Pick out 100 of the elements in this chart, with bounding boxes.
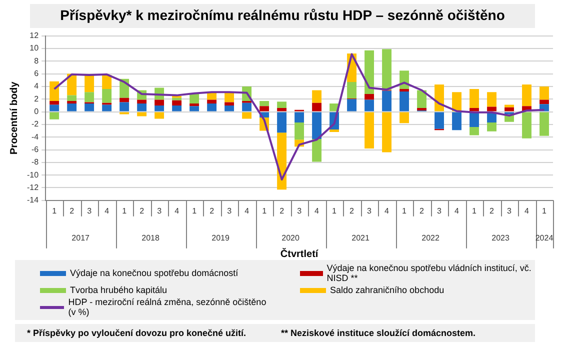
bar bbox=[190, 106, 200, 112]
bar bbox=[207, 92, 217, 100]
x-tick-label: 3 bbox=[297, 206, 302, 216]
text: 2019 bbox=[212, 234, 230, 243]
bar bbox=[364, 50, 374, 94]
bar bbox=[487, 92, 496, 107]
x-tick-label: 1 bbox=[472, 206, 478, 216]
y-tick-label: -8 bbox=[31, 158, 40, 167]
bar bbox=[242, 102, 252, 112]
bar bbox=[294, 112, 304, 123]
bar bbox=[400, 112, 409, 124]
bar bbox=[540, 100, 549, 104]
y-tick-label: 8 bbox=[34, 56, 40, 66]
text: 2021 bbox=[352, 234, 370, 243]
bar bbox=[84, 92, 94, 102]
x-tick-label: 1 bbox=[402, 206, 408, 216]
x-tick-label: 3 bbox=[437, 206, 442, 216]
x-axis-title: Čtvrtletí bbox=[280, 248, 320, 260]
bar bbox=[470, 108, 479, 112]
bar bbox=[452, 92, 462, 112]
bar bbox=[487, 106, 496, 112]
bar bbox=[50, 101, 60, 105]
bar bbox=[364, 112, 374, 148]
bar bbox=[504, 107, 514, 112]
bar bbox=[224, 92, 234, 102]
bar bbox=[277, 132, 287, 190]
bar bbox=[470, 126, 479, 136]
bar bbox=[137, 100, 147, 104]
bar bbox=[50, 104, 60, 112]
x-tick-label: 1 bbox=[332, 206, 338, 216]
bar bbox=[137, 104, 147, 112]
x-tick-label: 4 bbox=[524, 206, 530, 216]
legend-label: HDP - meziroční reálná změna, sezónně očištěno (v %) bbox=[68, 297, 268, 317]
bar bbox=[84, 75, 94, 92]
y-tick-label: 2 bbox=[34, 94, 40, 104]
legend-label: Tvorba hrubého kapitálu bbox=[70, 285, 168, 295]
x-tick-label: 4 bbox=[314, 206, 320, 216]
chart-title: Příspěvky* k meziročnímu reálnému růstu HDP – sezónně očištěno bbox=[30, 4, 535, 28]
x-tick-label: 2 bbox=[490, 206, 495, 216]
x-tick-label: 2 bbox=[70, 206, 75, 216]
bar bbox=[364, 94, 374, 100]
bar bbox=[330, 129, 339, 132]
bar bbox=[50, 81, 60, 102]
bar bbox=[400, 92, 409, 112]
bar bbox=[154, 112, 164, 119]
bar bbox=[102, 75, 112, 89]
bar bbox=[347, 99, 356, 112]
y-tick-label: 12 bbox=[30, 31, 40, 40]
bar bbox=[470, 112, 479, 127]
x-tick-label: 4 bbox=[174, 206, 180, 216]
bar bbox=[294, 122, 304, 140]
bar bbox=[347, 82, 356, 98]
y-tick-label: 0 bbox=[34, 106, 40, 116]
bar bbox=[84, 104, 94, 112]
bar bbox=[382, 112, 392, 152]
x-tick-label: 3 bbox=[507, 206, 512, 216]
x-tick-label: 2 bbox=[420, 206, 425, 216]
bar bbox=[207, 104, 217, 112]
bar bbox=[540, 112, 549, 136]
bar bbox=[260, 101, 270, 106]
text: 2020 bbox=[282, 234, 300, 243]
bar bbox=[312, 102, 322, 112]
x-tick-label: 3 bbox=[87, 206, 92, 216]
bar bbox=[172, 100, 182, 106]
x-tick-label: 1 bbox=[52, 206, 58, 216]
bar bbox=[120, 98, 130, 102]
bar bbox=[470, 88, 479, 108]
y-tick-label: -12 bbox=[27, 182, 40, 192]
x-tick-label: 3 bbox=[227, 206, 232, 216]
text: ** Neziskové instituce sloužící domácnostem. bbox=[281, 328, 477, 338]
bar bbox=[190, 104, 200, 106]
bar bbox=[242, 112, 252, 119]
bar bbox=[172, 98, 182, 100]
x-tick-label: 2 bbox=[350, 206, 355, 216]
bar bbox=[540, 86, 549, 100]
y-tick-label: -10 bbox=[27, 170, 40, 180]
x-tick-label: 4 bbox=[384, 206, 390, 216]
bar bbox=[120, 102, 130, 112]
x-tick-label: 1 bbox=[262, 206, 268, 216]
bar bbox=[382, 90, 392, 112]
bar bbox=[67, 95, 77, 102]
bar bbox=[67, 101, 77, 104]
bar bbox=[190, 93, 200, 104]
x-tick-label: 4 bbox=[104, 206, 110, 216]
bar bbox=[312, 112, 322, 139]
x-tick-label: 2 bbox=[210, 206, 215, 216]
bar bbox=[154, 100, 164, 106]
bar bbox=[364, 100, 374, 112]
bar bbox=[102, 88, 112, 103]
x-tick-label: 1 bbox=[192, 206, 198, 216]
bar bbox=[400, 88, 409, 92]
bar bbox=[504, 104, 514, 108]
bar bbox=[154, 105, 164, 112]
text: 2018 bbox=[142, 234, 160, 243]
text: * Příspěvky po vyloučení dovozu pro konečné užití. bbox=[27, 328, 248, 338]
x-tick-label: 2 bbox=[280, 206, 285, 216]
bar bbox=[207, 100, 217, 104]
legend-label: Výdaje na konečnou spotřebu domácností bbox=[70, 268, 238, 278]
text: 2022 bbox=[422, 234, 440, 243]
y-tick-label: 6 bbox=[34, 68, 40, 78]
